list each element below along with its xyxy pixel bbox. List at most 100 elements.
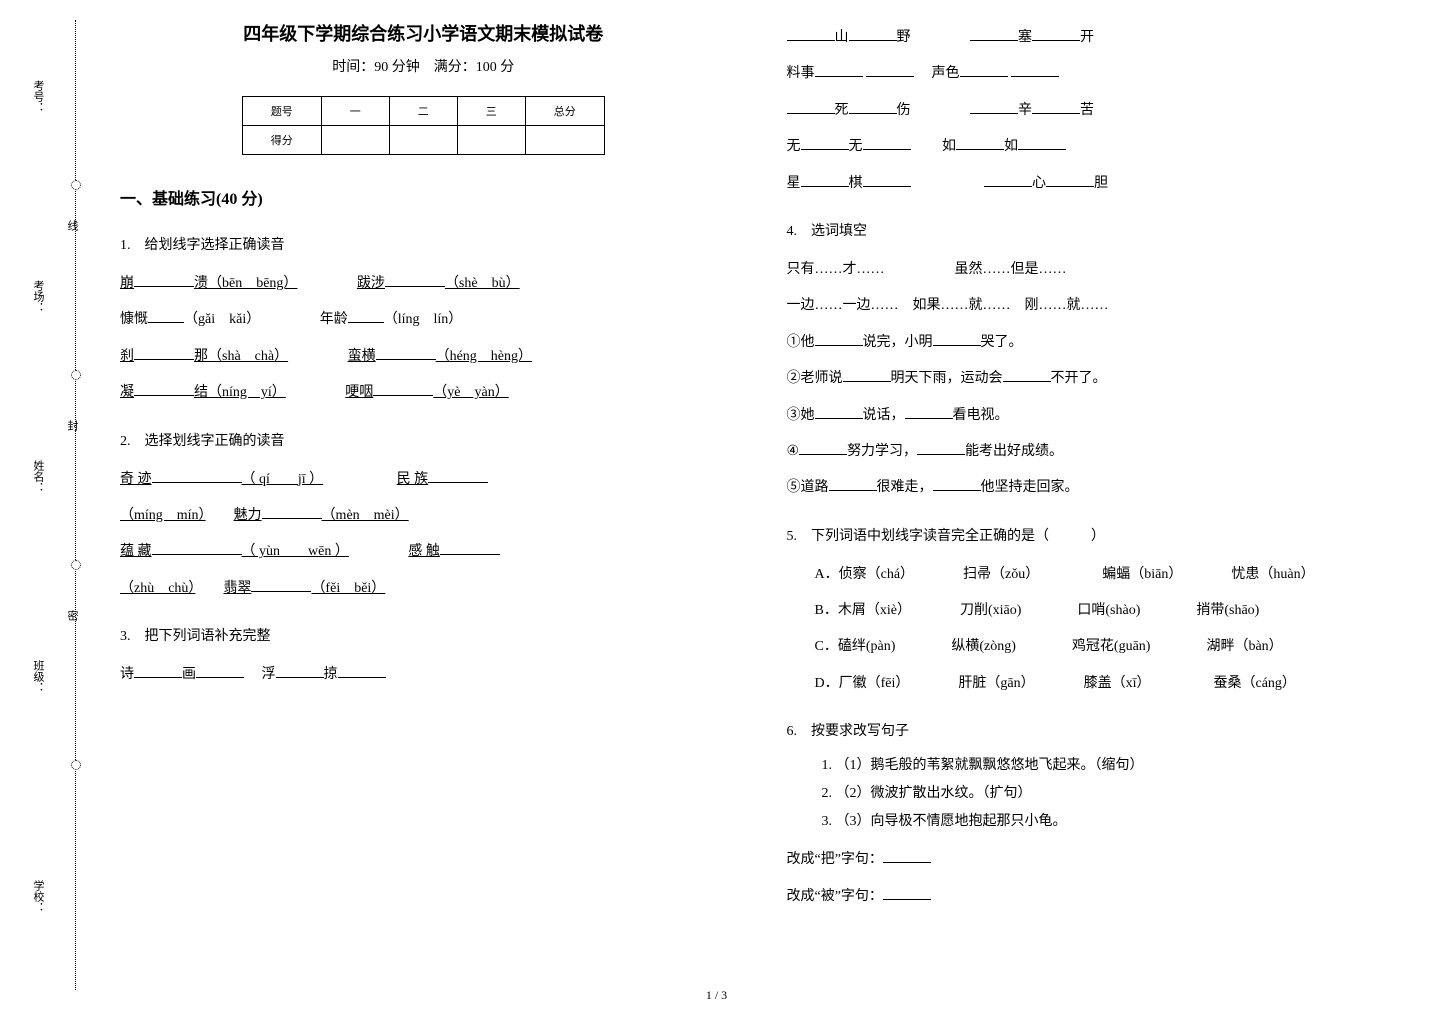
list-item: （3）向导极不情愿地抱起那只小龟。	[836, 808, 1394, 836]
score-cell: 总分	[525, 97, 604, 126]
blank	[801, 135, 849, 150]
q5-option: D．厂徽（fēi） 肝脏（gān） 膝盖（xī） 蚕桑（cáng）	[787, 666, 1394, 702]
score-cell	[321, 126, 389, 155]
q1-line: 凝结（níng yí） 哽咽（yè yàn）	[120, 375, 727, 411]
binding-label-name: 姓名：	[30, 460, 46, 493]
q2-word: 翡翠	[223, 581, 251, 596]
binding-marker-feng: 封	[64, 420, 80, 431]
blank	[134, 663, 182, 678]
q1-pinyin: 溃（bēn bēng）	[194, 276, 297, 291]
blank	[883, 885, 931, 900]
blank	[1003, 367, 1051, 382]
blank	[134, 381, 194, 396]
blank	[863, 172, 911, 187]
q3-char: 料事	[787, 66, 815, 81]
blank	[787, 26, 835, 41]
q4-text: ⑤道路	[787, 480, 829, 495]
q3-char: 掠	[324, 667, 338, 682]
q1-word: 跋涉	[357, 276, 385, 291]
q6-rewrite: 改成“把”字句：	[787, 842, 1394, 878]
q6-label: 改成“被”字句：	[787, 889, 883, 904]
q2-word: 魅力	[234, 508, 262, 523]
q1-word: 蛮横	[348, 349, 376, 364]
q3-char: 声色	[932, 66, 960, 81]
binding-label-examno: 考号：	[30, 80, 46, 113]
q4-sentence: ②老师说明天下雨，运动会不开了。	[787, 361, 1394, 397]
q3-char: 开	[1080, 30, 1094, 45]
binding-circle	[71, 760, 81, 770]
q2-word: 感 触	[408, 544, 440, 559]
blank	[152, 468, 242, 483]
q2-line: （míng mín） 魅力 （mèn mèi）	[120, 498, 727, 534]
q2-word: 奇 迹	[120, 472, 152, 487]
q2-pinyin: （míng mín）	[120, 508, 206, 523]
q6-rewrite: 改成“被”字句：	[787, 879, 1394, 915]
binding-circle	[71, 560, 81, 570]
blank	[1018, 135, 1066, 150]
blank	[866, 62, 914, 77]
q3-char: 无	[849, 139, 863, 154]
binding-dotted-line	[75, 20, 76, 990]
blank	[428, 468, 488, 483]
q3-char: 心	[1032, 176, 1046, 191]
q3-char: 如	[942, 139, 956, 154]
blank	[376, 345, 436, 360]
right-column: 山野 塞开 料事 声色 死伤 辛苦 无无 如如 星棋 心胆 4. 选词填空 只有…	[787, 20, 1394, 991]
q2-line: 奇 迹（ qí jī ） 民 族	[120, 462, 727, 498]
blank	[801, 172, 849, 187]
blank	[1046, 172, 1094, 187]
blank	[276, 663, 324, 678]
blank	[134, 345, 194, 360]
q1-pinyin: 那（shà chà）	[194, 349, 288, 364]
blank	[905, 404, 953, 419]
q1-word: 凝	[120, 385, 134, 400]
question-title: 6. 按要求改写句子	[787, 720, 1394, 740]
q4-sentence: ①他说完，小明哭了。	[787, 325, 1394, 361]
binding-margin: 考号： 线 考场： 封 姓名： 密 班级： 学校：	[20, 20, 90, 990]
q3-char: 山	[835, 30, 849, 45]
q2-word: 民 族	[397, 472, 429, 487]
q1-word: 慷慨	[120, 312, 148, 327]
q3-char: 苦	[1080, 103, 1094, 118]
q3-char: 星	[787, 176, 801, 191]
q2-pinyin: （fěi běi）	[311, 581, 385, 596]
q6-label: 改成“把”字句：	[787, 852, 883, 867]
q3-char: 伤	[897, 103, 911, 118]
q5-option: B．木屑（xiè） 刀削(xiāo) 口哨(shào) 捎带(shāo)	[787, 593, 1394, 629]
q4-text: 明天下雨，运动会	[891, 371, 1003, 386]
q3-char: 胆	[1094, 176, 1108, 191]
score-cell: 三	[457, 97, 525, 126]
q3-char: 辛	[1018, 103, 1032, 118]
q1-line: 刹那（shà chà） 蛮横（héng hèng）	[120, 339, 727, 375]
q4-text: 很难走，	[877, 480, 933, 495]
blank	[933, 331, 981, 346]
blank	[863, 135, 911, 150]
score-cell: 二	[389, 97, 457, 126]
blank	[984, 172, 1032, 187]
score-cell	[525, 126, 604, 155]
blank	[849, 99, 897, 114]
q1-pinyin: （héng hèng）	[436, 349, 532, 364]
table-row: 题号 一 二 三 总分	[242, 97, 604, 126]
blank	[134, 272, 194, 287]
blank	[152, 540, 242, 555]
blank	[883, 848, 931, 863]
blank	[956, 135, 1004, 150]
binding-marker-xian: 线	[64, 220, 80, 231]
blank	[196, 663, 244, 678]
q3-char: 死	[835, 103, 849, 118]
q3-line: 料事 声色	[787, 56, 1394, 92]
q5-option: A．侦察（chá） 扫帚（zǒu） 蝙蝠（biān） 忧患（huàn）	[787, 557, 1394, 593]
blank	[970, 26, 1018, 41]
q2-pinyin: （mèn mèi）	[322, 508, 409, 523]
q3-char: 画	[182, 667, 196, 682]
blank	[849, 26, 897, 41]
q5-option: C．磕绊(pàn) 纵横(zòng) 鸡冠花(guān) 湖畔（bàn）	[787, 629, 1394, 665]
score-table: 题号 一 二 三 总分 得分	[242, 96, 605, 155]
q4-text: 努力学习，	[847, 444, 917, 459]
q3-line: 山野 塞开	[787, 20, 1394, 56]
blank	[262, 504, 322, 519]
blank	[917, 440, 965, 455]
left-column: 四年级下学期综合练习小学语文期末模拟试卷 时间：90 分钟 满分：100 分 题…	[120, 20, 727, 991]
blank	[815, 331, 863, 346]
